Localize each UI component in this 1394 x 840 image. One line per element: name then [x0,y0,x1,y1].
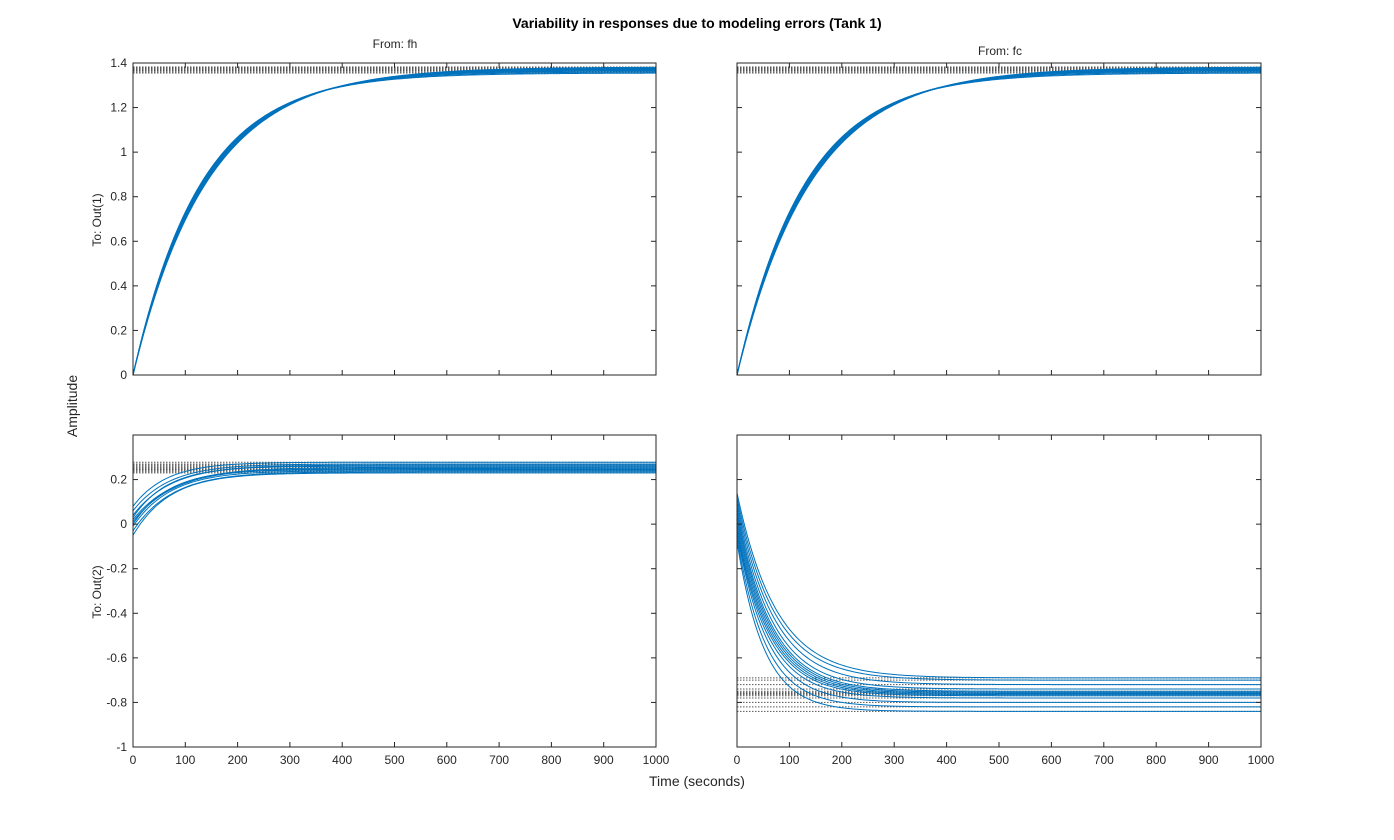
subplot-out2-fc: 0 100 200 300 400 500 600 700 800 900 1000 [734,434,1275,767]
response-curve [737,68,1261,375]
response-curve [133,471,656,532]
x-tick-label: 400 [937,753,957,767]
axes-box [736,62,1262,376]
response-curve [133,463,656,512]
response-curve [737,67,1261,375]
response-curve [737,515,1261,693]
response-curve [133,464,656,516]
y-tick-label: 0 [120,517,127,531]
y-tick-label: -0.6 [106,651,127,665]
axes-box [132,62,657,376]
response-curve [133,466,656,521]
y-tick-label: 1 [120,145,127,159]
x-tick-label: 600 [437,753,457,767]
response-curve [133,467,656,523]
x-tick-label: 800 [1146,753,1166,767]
response-curve [737,497,1261,681]
response-curves [737,66,1261,375]
y-tick-label: -1 [116,740,127,754]
response-curve [133,70,656,375]
x-tick-label: 1000 [1248,753,1275,767]
response-curve [737,69,1261,375]
response-curve [133,470,656,527]
x-tick-label: 100 [779,753,799,767]
response-curve [133,66,656,375]
y-tick-label: 1.4 [110,56,127,70]
y-tick-label: 0.4 [110,279,127,293]
y-axis-label: Amplitude [64,375,80,437]
response-curves [133,66,656,375]
steady-state-lines [133,66,656,74]
response-curves [737,492,1261,712]
y-tick-label: 0.6 [110,234,127,248]
x-tick-label: 100 [175,753,195,767]
response-curve [737,524,1261,696]
response-curve [737,492,1261,679]
x-tick-label: 500 [989,753,1009,767]
x-tick-label: 300 [884,753,904,767]
response-curve [133,68,656,375]
x-axis-label: Time (seconds) [649,773,745,789]
response-curve [737,532,1261,703]
x-tick-label: 800 [541,753,561,767]
x-tick-label: 300 [280,753,300,767]
response-curve [737,510,1261,692]
chart-title: Variability in responses due to modeling… [512,15,881,31]
x-tick-label: 0 [130,753,137,767]
y-tick-label: 0.8 [110,190,127,204]
y-tick-label: 0.2 [110,323,127,337]
response-curve [737,501,1261,686]
column-title-fc: From: fc [978,44,1022,58]
x-tick-label: 900 [1199,753,1219,767]
response-curve [133,72,656,375]
x-tick-label: 200 [228,753,248,767]
response-curve [133,461,656,507]
x-tick-label: 0 [734,753,741,767]
axes-box [736,434,1262,748]
y-tick-label: 1.2 [110,101,127,115]
y-tick-label: -0.8 [106,695,127,709]
y-tick-label: 0 [120,368,127,382]
subplots: 0 0.2 0.4 0.6 0.8 1 1.2 1.4 0 100 200 300 400 500 600 7… [106,56,1274,767]
response-curve [133,71,656,375]
response-curve [737,541,1261,712]
response-curve [737,530,1261,699]
row-label-out2: To: Out(2) [90,565,104,618]
x-tick-label: 600 [1041,753,1061,767]
response-curve [737,70,1261,375]
response-curve [737,68,1261,375]
x-tick-label: 500 [384,753,404,767]
x-tick-label: 900 [594,753,614,767]
response-curve [737,72,1261,375]
response-curve [133,68,656,375]
row-label-out1: To: Out(1) [90,193,104,246]
response-curve [133,67,656,375]
response-curve [737,537,1261,708]
axes-box [132,434,657,748]
x-tick-label: 700 [489,753,509,767]
response-curve [737,506,1261,690]
response-curve [737,528,1261,697]
subplot-out1-fh: 0 0.2 0.4 0.6 0.8 1 1.2 1.4 [110,56,657,382]
response-curve [133,465,656,518]
response-curve [133,69,656,375]
x-tick-label: 1000 [643,753,670,767]
x-tick-label: 200 [832,753,852,767]
response-curve [737,66,1261,375]
subplot-out1-fc [736,62,1262,376]
x-tick-label: 700 [1094,753,1114,767]
y-tick-label: -0.4 [106,606,127,620]
response-curve [737,519,1261,695]
column-title-fh: From: fh [373,37,418,51]
response-curve [737,71,1261,375]
y-tick-label: -0.2 [106,562,127,576]
response-curve [133,472,656,536]
response-curves [133,461,656,536]
subplot-out2-fh: 0 100 200 300 400 500 600 700 800 900 1000 -1 -0.8 -0… [106,434,670,767]
x-tick-label: 400 [332,753,352,767]
y-tick-label: 0.2 [110,473,127,487]
